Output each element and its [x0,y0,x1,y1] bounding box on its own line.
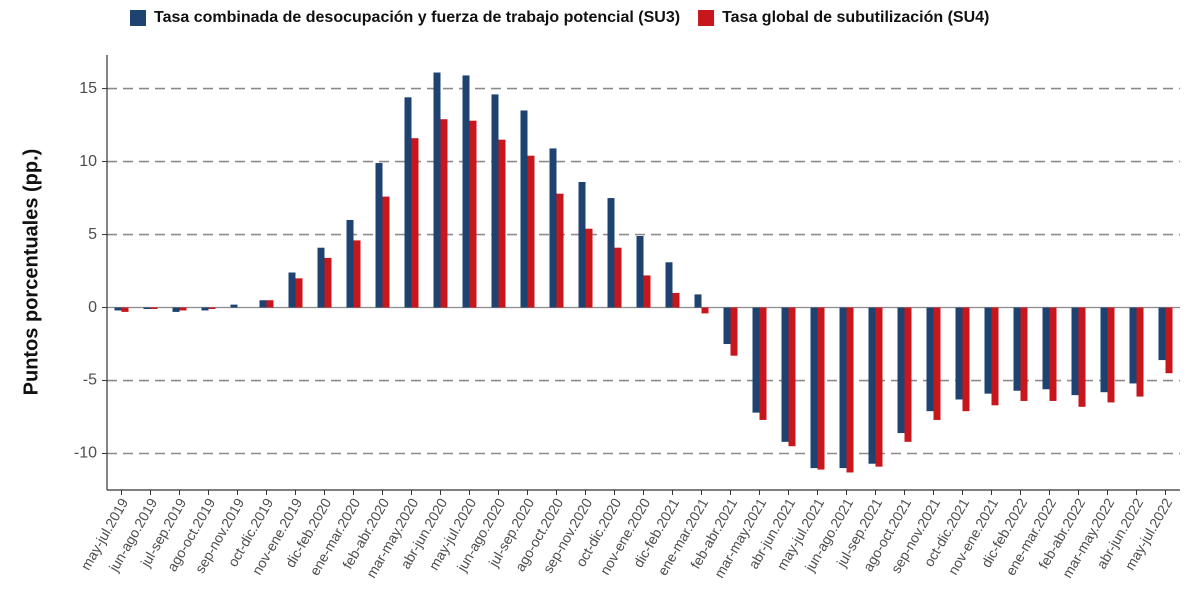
bar [121,307,129,312]
bar [498,139,506,308]
bar [810,307,818,469]
bar [614,247,622,308]
bar [846,307,854,473]
bar [984,307,992,394]
bar [962,307,970,412]
bar [1020,307,1028,401]
bar [875,307,883,467]
bar [897,307,905,434]
bar [839,307,847,469]
bar [295,278,303,308]
bar [730,307,738,356]
bar [1100,307,1108,393]
bar [585,228,593,308]
legend-label: Tasa combinada de desocupación y fuerza … [154,9,680,26]
bar [759,307,767,420]
y-tick-label: -10 [74,445,97,462]
bar [404,97,412,308]
bar [317,247,325,308]
bar [1042,307,1050,390]
bar [1129,307,1137,384]
bar [1158,307,1166,361]
bar [520,110,528,308]
bar [230,304,238,308]
bar [817,307,825,470]
bar [266,300,274,308]
bar [346,219,354,308]
bar [955,307,963,400]
bar [411,138,419,308]
legend-swatch [130,10,146,26]
bar [462,75,470,308]
bar [353,240,361,308]
bar [1049,307,1057,401]
bar [527,155,535,308]
bar [723,307,731,345]
bar [382,196,390,308]
y-tick-label: -5 [83,372,97,389]
bar [324,257,332,308]
bar [208,307,216,309]
y-tick-label: 5 [88,226,97,243]
legend-swatch [698,10,715,26]
bar [172,307,180,312]
bar [701,307,709,314]
bar [904,307,912,442]
bar [781,307,789,442]
y-tick-label: 10 [79,153,97,170]
y-tick-label: 15 [79,80,97,97]
bar [752,307,760,413]
bar [643,275,651,308]
bar [150,307,158,309]
bar [433,72,441,308]
bar [926,307,934,412]
bar [375,163,383,308]
bar [665,262,673,308]
bar [1136,307,1144,397]
bar [991,307,999,406]
bar [636,236,644,308]
bar [179,307,187,311]
bar [578,181,586,308]
bar [607,198,615,308]
bar [469,120,477,308]
bar [694,294,702,308]
bar [440,119,448,308]
bar [672,292,680,308]
bar [114,307,122,311]
bar [933,307,941,420]
bar [549,148,557,308]
bar [788,307,796,447]
bar [1107,307,1115,403]
y-tick-label: 0 [88,299,97,316]
legend-label: Tasa global de subutilización (SU4) [722,9,989,26]
bar [288,272,296,308]
bar [491,94,499,308]
bar [143,307,151,309]
bar [556,193,564,308]
bar [1071,307,1079,396]
bar [1078,307,1086,407]
bar [201,307,209,311]
y-axis-title: Puntos porcentuales (pp.) [20,149,42,396]
bar [1013,307,1021,391]
bar [868,307,876,464]
bar [259,300,267,308]
bar [1165,307,1173,374]
